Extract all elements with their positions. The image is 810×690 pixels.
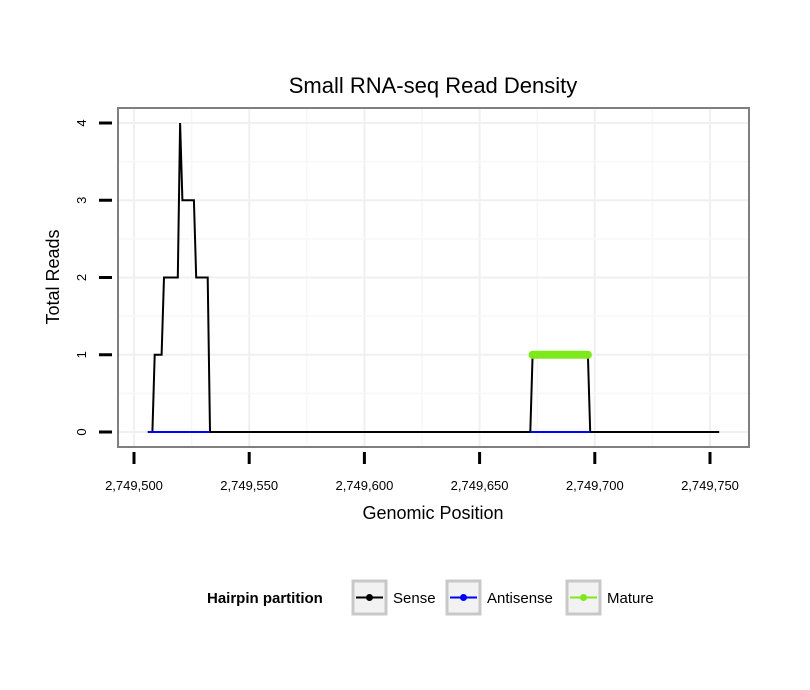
x-axis-title: Genomic Position: [362, 503, 503, 523]
y-tick-label: 4: [74, 119, 89, 126]
legend: Hairpin partition Sense Antisense Mature: [207, 579, 654, 616]
y-tick-label: 0: [74, 428, 89, 435]
x-tick-label: 2,749,500: [105, 478, 163, 493]
y-tick-label: 1: [74, 351, 89, 358]
grid: [118, 108, 749, 447]
x-tick-label: 2,749,550: [220, 478, 278, 493]
legend-label: Sense: [393, 590, 436, 607]
legend-label: Antisense: [487, 590, 553, 607]
legend-item-antisense: Antisense: [445, 579, 553, 616]
y-tick-label: 3: [74, 197, 89, 204]
y-axis: 0 1 2 3 4: [74, 119, 112, 436]
legend-key-dot: [366, 594, 373, 601]
legend-label: Mature: [607, 590, 654, 607]
x-tick-label: 2,749,650: [451, 478, 509, 493]
legend-item-mature: Mature: [565, 579, 654, 616]
chart-title: Small RNA-seq Read Density: [289, 73, 578, 98]
legend-title: Hairpin partition: [207, 590, 323, 607]
y-axis-title: Total Reads: [43, 229, 63, 324]
y-tick-label: 2: [74, 274, 89, 281]
x-tick-label: 2,749,600: [335, 478, 393, 493]
x-axis: 2,749,500 2,749,550 2,749,600 2,749,650 2,74…: [105, 452, 739, 493]
x-tick-label: 2,749,700: [566, 478, 624, 493]
legend-key-dot: [460, 594, 467, 601]
legend-key-dot: [580, 594, 587, 601]
series-layer: [147, 122, 720, 433]
legend-item-sense: Sense: [351, 579, 436, 616]
x-tick-label: 2,749,750: [681, 478, 739, 493]
series-line-sense: [147, 122, 720, 433]
plot-panel: [117, 107, 750, 448]
